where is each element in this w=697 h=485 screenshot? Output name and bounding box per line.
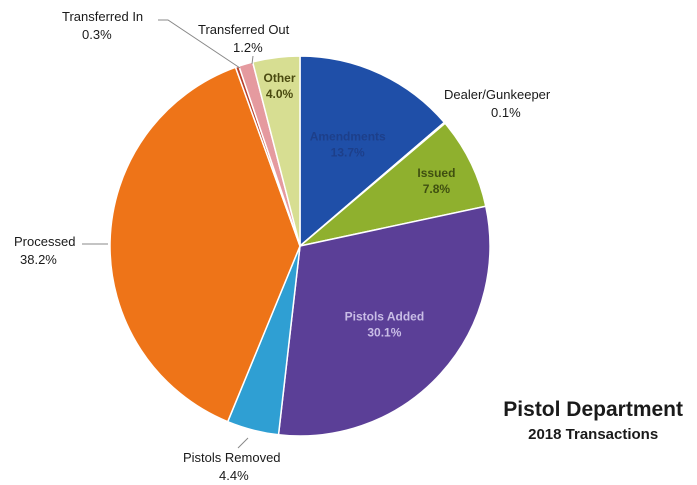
pie-slices: [109, 55, 491, 437]
label-dealer-gunkeeper-value: 0.1%: [491, 105, 521, 120]
outside-labels: Transferred In 0.3% Transferred Out 1.2%…: [14, 9, 551, 483]
slice-processed: [109, 66, 301, 423]
chart-subtitle: 2018 Transactions: [528, 426, 659, 443]
leader-line-transferred-out: [251, 55, 254, 65]
inside-labels: Amendments 13.7% Issued 7.8% Pistols Added 30…: [263, 71, 455, 340]
label-transferred-in-value: 0.3%: [82, 27, 112, 42]
leader-line-pistols-removed: [237, 437, 249, 449]
label-transferred-out-value: 1.2%: [233, 40, 263, 55]
label-dealer-gunkeeper-name: Dealer/Gunkeeper: [444, 87, 551, 102]
slice-issued: [299, 122, 487, 247]
inside-label-pistols-added-value: 30.1%: [367, 326, 401, 340]
inside-label-pistols-added-name: Pistols Added: [345, 310, 425, 324]
slice-amendments: [299, 55, 446, 248]
chart-title-block: Pistol Department 2018 Transactions: [503, 398, 683, 443]
label-transferred-in-name: Transferred In: [62, 9, 143, 24]
label-processed-value: 38.2%: [20, 252, 57, 267]
inside-label-amendments-value: 13.7%: [331, 145, 365, 159]
leader-line-transferred-in: [158, 19, 241, 69]
inside-label-issued-name: Issued: [417, 166, 455, 180]
chart-title: Pistol Department: [503, 398, 683, 421]
label-pistols-removed-value: 4.4%: [219, 468, 249, 483]
inside-label-other-name: Other: [263, 71, 295, 85]
slice-pistols-added: [277, 205, 491, 437]
inside-label-other-value: 4.0%: [266, 87, 294, 101]
inside-label-amendments-name: Amendments: [310, 129, 386, 143]
label-pistols-removed-name: Pistols Removed: [183, 450, 281, 465]
inside-label-issued-value: 7.8%: [423, 182, 451, 196]
label-transferred-out-name: Transferred Out: [198, 22, 290, 37]
label-processed-name: Processed: [14, 234, 75, 249]
